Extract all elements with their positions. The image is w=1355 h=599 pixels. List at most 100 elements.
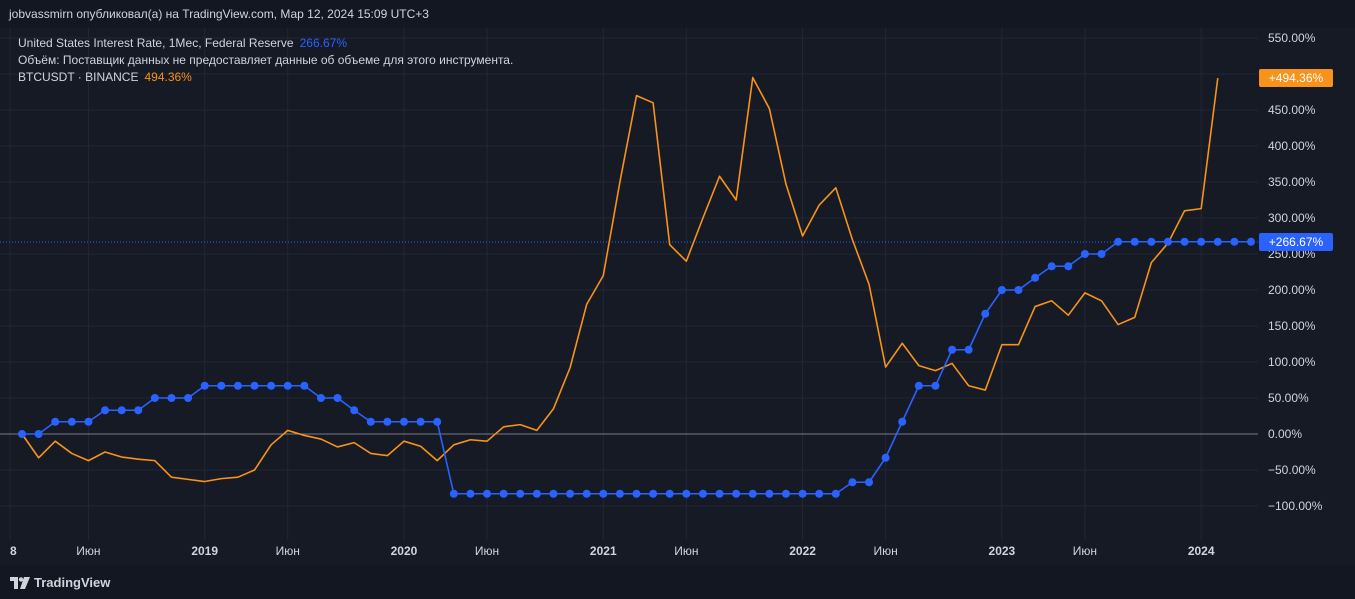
btc-last-value-badge [1259,69,1333,88]
chart-grid [0,28,1258,540]
x-tick-label: 2024 [1188,544,1215,558]
rate-data-point [499,489,508,498]
y-tick-label: −50.00% [1268,463,1316,477]
x-tick-label: Июн [76,544,100,558]
x-tick-label: 2019 [191,544,218,558]
rate-data-point [1114,237,1123,246]
last-value-labels: +266.67% +494.36% [1259,69,1333,251]
rate-data-point [815,489,824,498]
rate-data-point [350,406,359,415]
legend-rate[interactable]: United States Interest Rate, 1Мес, Feder… [18,36,347,50]
publish-header: jobvassmirn опубликовал(а) на TradingVie… [0,0,1355,28]
rate-data-point [732,489,741,498]
rate-data-point [964,345,973,354]
rate-last-value-badge [1259,232,1333,251]
chart-background [0,28,1355,565]
x-tick-label: 2023 [989,544,1016,558]
y-tick-label: 100.00% [1268,355,1316,369]
y-tick-label: 350.00% [1268,175,1316,189]
rate-data-point [1080,250,1089,258]
rate-data-point [532,489,541,498]
rate-data-point [117,406,126,415]
rate-data-point [449,489,458,498]
rate-data-point [748,489,757,498]
publish-info-text: jobvassmirn опубликовал(а) на TradingVie… [9,7,429,21]
rate-data-point [1213,237,1222,246]
rate-data-point [997,286,1006,294]
rate-data-point [1230,237,1239,246]
rate-data-point [67,417,76,426]
y-tick-label: 200.00% [1268,283,1316,297]
x-tick-label: 2020 [391,544,418,558]
rate-data-point [898,417,907,426]
y-axis: 550.00%500.00%450.00%400.00%350.00%300.0… [1268,31,1323,513]
x-tick-label: Июн [674,544,698,558]
x-tick-label: Июн [475,544,499,558]
rate-data-point [366,417,375,426]
rate-data-point [798,489,807,498]
rate-data-point [1047,262,1056,271]
legend-btc-value: 494.36% [144,70,192,84]
rate-data-point [333,394,342,402]
price-chart[interactable]: 550.00%500.00%450.00%400.00%350.00%300.0… [0,0,1355,565]
rate-data-point [18,430,26,438]
rate-data-point [981,309,990,318]
rate-data-point [233,381,242,390]
rate-data-point [649,489,658,498]
legend-btc[interactable]: BTCUSDT · BINANCE 494.36% [18,70,192,84]
rate-data-point [399,417,408,426]
legend-volume: Объём: Поставщик данных не предоставляет… [18,53,513,67]
rate-data-point [416,417,425,426]
tradingview-logo[interactable]: TradingView [10,575,110,590]
rate-data-point [765,489,774,498]
rate-data-point [948,345,957,354]
btc-series-line [21,76,1219,483]
rate-data-point [682,489,691,498]
rate-data-point [848,478,857,487]
btc-last-value-text: +494.36% [1269,71,1324,85]
rate-data-point [51,417,60,426]
legend-rate-label: United States Interest Rate, 1Мес, Feder… [18,36,294,50]
rate-data-point [34,430,43,438]
y-tick-label: −100.00% [1268,499,1323,513]
y-tick-label: 0.00% [1268,427,1302,441]
rate-data-point [1064,262,1073,271]
rate-data-point [865,478,874,487]
rate-last-value-text: +266.67% [1269,235,1324,249]
rate-data-point [1014,286,1023,294]
rate-data-point [599,489,608,498]
rate-data-point [1031,273,1040,282]
rate-data-point [1180,237,1189,246]
rate-data-point [582,489,591,498]
rate-data-point [715,489,724,498]
rate-data-point [781,489,790,498]
y-tick-label: 550.00% [1268,31,1316,45]
rate-data-point [134,406,143,415]
rate-data-point [483,489,492,498]
rate-data-point [831,489,840,498]
rate-data-point [698,489,707,498]
y-tick-label: 450.00% [1268,103,1316,117]
rate-data-point [200,381,209,390]
rate-data-point [101,406,110,415]
x-axis: 8 Июн 2019 Июн 2020 Июн 2021 Июн 2022 Июн 2023 Июн 2… [10,544,1215,558]
rate-data-point [1197,237,1206,246]
x-tick-label: Июн [873,544,897,558]
rate-data-point [150,394,159,402]
x-tick-label: Июн [276,544,300,558]
rate-data-point [1247,237,1255,246]
rate-data-point [549,489,558,498]
legend-rate-value: 266.67% [299,36,347,50]
series-group [18,76,1255,498]
rate-data-point [184,394,193,402]
rate-data-point [167,394,176,402]
tradingview-logo-icon [10,576,30,589]
rate-data-point [914,381,923,390]
rate-data-point [516,489,525,498]
rate-data-point [632,489,641,498]
footer-bar [0,565,1355,599]
x-tick-label: 2021 [590,544,617,558]
rate-data-point [881,453,890,462]
y-tick-label: 300.00% [1268,211,1316,225]
rate-data-point [615,489,624,498]
